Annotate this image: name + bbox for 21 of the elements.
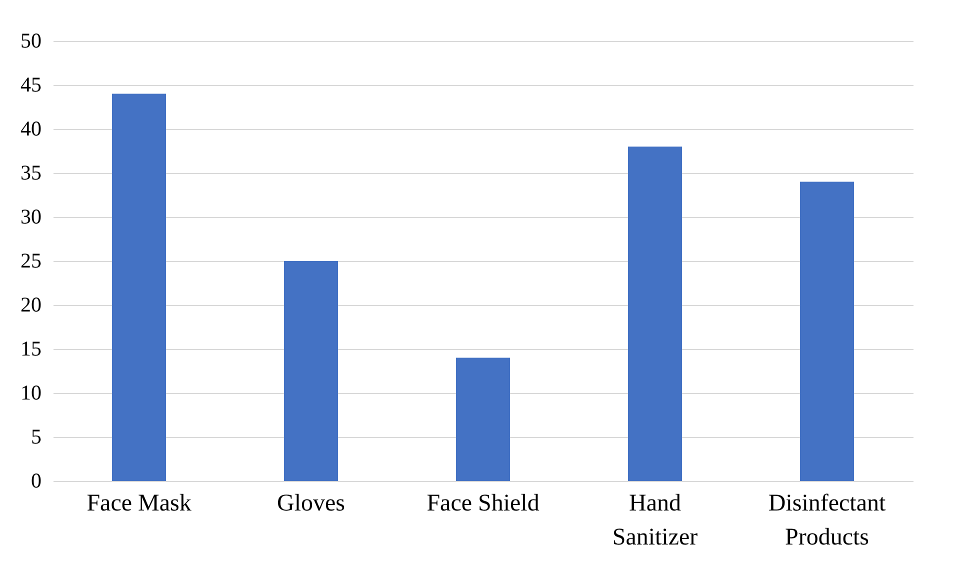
y-tick-label: 40 bbox=[20, 116, 42, 140]
x-tick-label: Disinfectant Products bbox=[768, 490, 886, 550]
bar bbox=[284, 261, 338, 481]
x-tick-label: Face Shield bbox=[426, 490, 540, 516]
bar bbox=[628, 146, 682, 481]
y-tick-label: 5 bbox=[31, 424, 42, 448]
x-tick-label: Face Mask bbox=[86, 490, 192, 516]
x-tick-label: Hand Sanitizer bbox=[612, 490, 698, 550]
bar bbox=[112, 94, 166, 481]
y-tick-label: 10 bbox=[20, 380, 42, 404]
y-tick-label: 25 bbox=[20, 248, 42, 272]
y-tick-label: 15 bbox=[20, 336, 42, 360]
y-tick-label: 50 bbox=[20, 28, 42, 52]
y-tick-label: 35 bbox=[20, 160, 42, 184]
bar bbox=[456, 358, 510, 481]
y-tick-label: 20 bbox=[20, 292, 42, 316]
y-tick-label: 0 bbox=[31, 468, 42, 492]
bar bbox=[800, 182, 854, 481]
x-tick-label: Gloves bbox=[277, 490, 345, 516]
y-tick-label: 30 bbox=[20, 204, 42, 228]
y-tick-label: 45 bbox=[20, 72, 42, 96]
